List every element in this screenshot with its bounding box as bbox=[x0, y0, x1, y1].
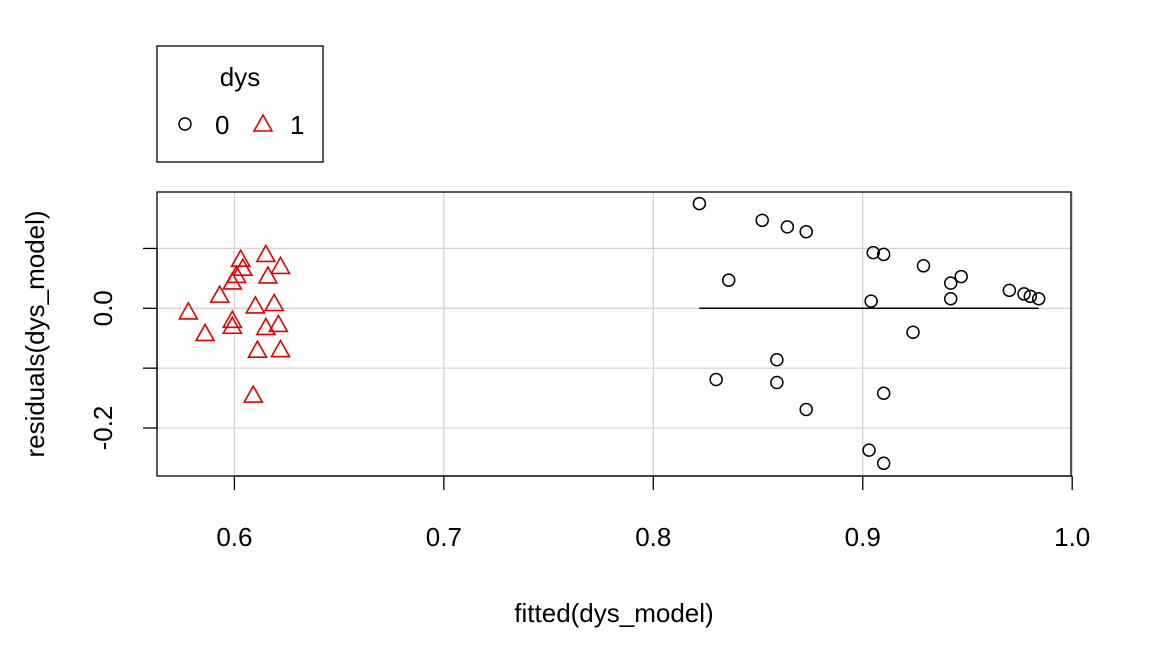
data-point-dys-0 bbox=[876, 456, 891, 471]
data-point-dys-1 bbox=[270, 255, 291, 275]
legend-circle-marker bbox=[178, 117, 192, 131]
y-axis-label: residuals(dys_model) bbox=[20, 210, 50, 457]
grid-lines bbox=[157, 192, 1073, 476]
data-point-dys-0 bbox=[755, 213, 769, 228]
data-point-dys-0 bbox=[943, 276, 958, 290]
data-point-dys-0 bbox=[876, 247, 891, 262]
data-point-dys-1 bbox=[221, 315, 243, 335]
data-point-dys-0 bbox=[1002, 283, 1017, 298]
legend-entry-0: 0 bbox=[215, 110, 229, 140]
data-point-dys-1 bbox=[194, 322, 216, 342]
axes: 0.6 0.7 0.8 0.9 1.0 -0.2 0.0 bbox=[88, 247, 1090, 552]
x-tick-label: 1.0 bbox=[1054, 522, 1090, 552]
data-point-dys-1 bbox=[255, 316, 277, 336]
data-point-dys-1 bbox=[221, 309, 243, 329]
data-point-dys-1 bbox=[177, 301, 199, 320]
plot-frame bbox=[156, 191, 1072, 477]
legend-triangle-marker bbox=[252, 113, 274, 132]
data-point-dys-1 bbox=[247, 339, 268, 358]
y-tick-label: -0.2 bbox=[88, 406, 118, 451]
legend-entry-1: 1 bbox=[290, 110, 304, 140]
y-tick-label: 0.0 bbox=[88, 290, 118, 326]
data-points bbox=[177, 196, 1046, 471]
data-point-dys-1 bbox=[230, 248, 252, 268]
data-point-dys-0 bbox=[864, 294, 878, 308]
data-point-dys-0 bbox=[770, 353, 784, 367]
legend-box bbox=[156, 45, 324, 163]
data-point-dys-1 bbox=[244, 295, 266, 314]
data-point-dys-0 bbox=[906, 325, 920, 339]
data-point-dys-0 bbox=[943, 291, 958, 306]
data-point-dys-0 bbox=[866, 245, 880, 260]
data-point-dys-1 bbox=[242, 384, 264, 403]
x-tick-label: 0.7 bbox=[426, 522, 462, 552]
legend-title: dys bbox=[220, 62, 260, 92]
data-point-dys-1 bbox=[221, 271, 243, 290]
data-point-dys-0 bbox=[876, 386, 891, 401]
data-point-dys-0 bbox=[1017, 287, 1031, 301]
data-point-dys-0 bbox=[799, 224, 813, 239]
data-point-dys-0 bbox=[954, 269, 968, 284]
data-point-dys-0 bbox=[721, 273, 736, 287]
data-point-dys-1 bbox=[209, 284, 231, 303]
data-point-dys-0 bbox=[780, 220, 795, 234]
x-tick-label: 0.6 bbox=[216, 522, 252, 552]
data-point-dys-0 bbox=[709, 372, 723, 387]
data-point-dys-0 bbox=[799, 402, 813, 417]
data-point-dys-1 bbox=[255, 243, 277, 263]
data-point-dys-0 bbox=[770, 375, 784, 390]
data-point-dys-0 bbox=[692, 196, 707, 211]
data-point-dys-0 bbox=[1023, 289, 1038, 304]
x-tick-label: 0.8 bbox=[635, 522, 671, 552]
data-point-dys-1 bbox=[232, 257, 254, 277]
data-point-dys-0 bbox=[916, 259, 931, 273]
data-point-dys-1 bbox=[268, 313, 289, 333]
legend: dys 0 1 bbox=[156, 45, 324, 163]
x-axis-label: fitted(dys_model) bbox=[514, 598, 713, 628]
data-point-dys-1 bbox=[270, 338, 291, 358]
x-tick-label: 0.9 bbox=[845, 522, 881, 552]
data-point-dys-1 bbox=[263, 292, 285, 312]
data-point-dys-0 bbox=[862, 443, 876, 457]
data-point-dys-1 bbox=[257, 265, 279, 284]
data-point-dys-0 bbox=[1031, 291, 1046, 306]
